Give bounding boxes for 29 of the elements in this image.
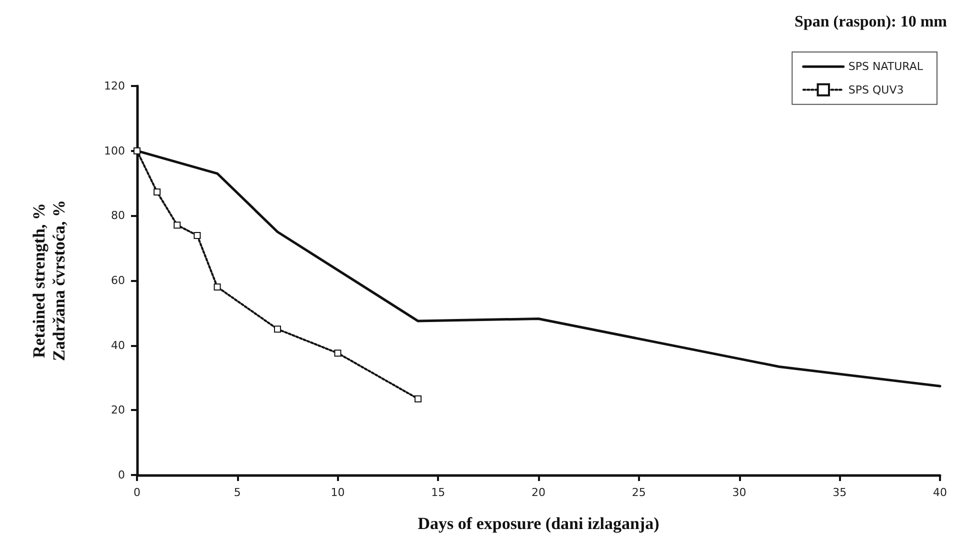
point — [274, 326, 282, 333]
point — [154, 188, 161, 196]
x-tick-label: 25 — [632, 486, 646, 499]
x-tick-label: 20 — [532, 486, 546, 499]
legend-label: SPS NATURAL — [848, 60, 924, 74]
x-tick-label: 35 — [832, 486, 847, 499]
x-tick-label: 40 — [933, 486, 947, 499]
x-tick-label: 10 — [330, 486, 345, 499]
point — [134, 147, 140, 154]
y-tick-label: 20 — [111, 404, 125, 417]
point — [174, 222, 181, 229]
y-tick-label: 60 — [111, 274, 125, 287]
y-tick-label: 80 — [111, 209, 125, 222]
point — [414, 395, 422, 402]
y-axis-title: Retained strength, % Zadržana čvrstoća, % — [30, 200, 68, 362]
point — [214, 283, 221, 290]
text: Span (raspon): 10 mm — [794, 14, 948, 30]
legend-label: SPS QUV3 — [848, 83, 904, 96]
y-tick-label: 40 — [111, 338, 125, 352]
x-tick-label: 30 — [732, 486, 746, 499]
y-tick-label: 120 — [104, 80, 125, 92]
x-axis-title: Days of exposure (dani izlaganja) — [418, 514, 660, 533]
point — [334, 350, 342, 357]
y-tick-label: 100 — [104, 144, 125, 158]
x-tick-label: 5 — [234, 486, 241, 499]
y-tick-label: 0 — [118, 468, 125, 482]
x-tick-label: 15 — [431, 486, 446, 499]
x-tick-label: 0 — [134, 486, 140, 499]
point — [194, 232, 201, 239]
